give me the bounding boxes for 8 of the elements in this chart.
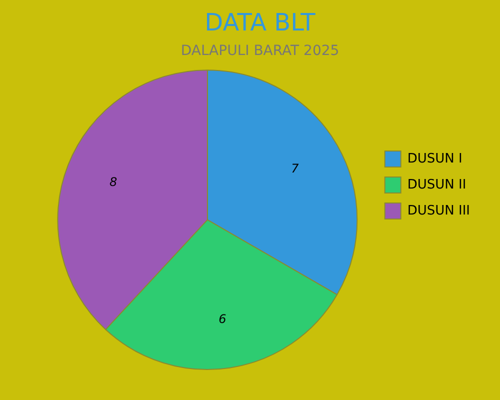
data-label: 6 — [218, 312, 227, 326]
legend-label: DUSUN III — [407, 203, 470, 218]
data-label: 8 — [110, 175, 118, 190]
legend-label: DUSUN I — [407, 151, 462, 166]
legend-label: DUSUN II — [407, 177, 466, 192]
chart-title: DATA BLT — [204, 8, 316, 37]
chart-subtitle: DALAPULI BARAT 2025 — [180, 42, 340, 59]
data-label: 7 — [291, 161, 300, 176]
